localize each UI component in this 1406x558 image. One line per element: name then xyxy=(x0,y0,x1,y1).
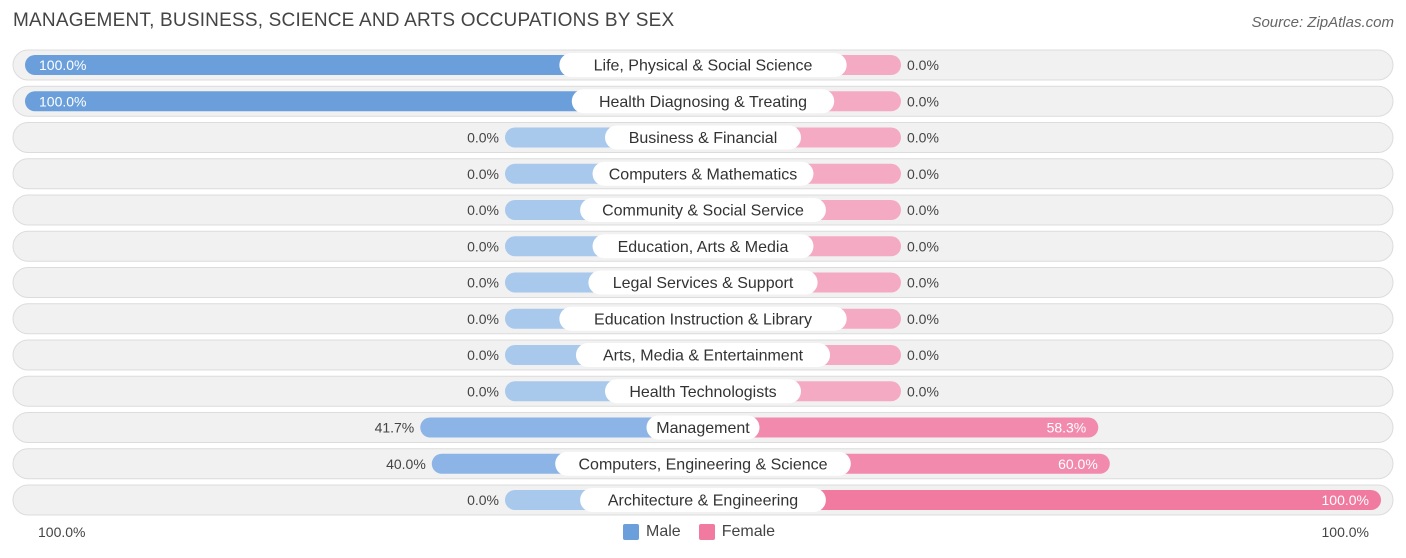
category-label-bg xyxy=(580,488,826,512)
value-label-female: 100.0% xyxy=(1322,492,1369,508)
value-label-female: 0.0% xyxy=(907,202,939,218)
category-label-bg xyxy=(592,161,814,186)
value-label-male: 100.0% xyxy=(39,93,86,109)
value-label-male: 0.0% xyxy=(467,238,499,254)
chart-row: Health Technologists 0.0% 0.0% xyxy=(12,375,1394,407)
axis-left-label: 100.0% xyxy=(38,524,86,540)
category-label-bg xyxy=(605,379,801,404)
bar-female xyxy=(703,417,1099,438)
bar-male xyxy=(25,55,703,75)
value-label-female: 58.3% xyxy=(1047,420,1087,436)
value-label-female: 0.0% xyxy=(907,57,939,73)
chart-row: Legal Services & Support 0.0% 0.0% xyxy=(12,267,1394,298)
chart-row: Business & Financial 0.0% 0.0% xyxy=(12,122,1394,153)
legend-label-female: Female xyxy=(721,523,776,540)
category-label-bg xyxy=(588,270,818,295)
category-label: Business & Financial xyxy=(629,130,778,147)
bar-male xyxy=(25,91,703,112)
value-label-male: 40.0% xyxy=(386,456,426,472)
value-label-female: 0.0% xyxy=(907,93,939,109)
value-label-male: 100.0% xyxy=(39,57,86,73)
bar-male xyxy=(420,417,703,438)
category-label-bg xyxy=(592,234,814,259)
chart-row: Education, Arts & Media 0.0% 0.0% xyxy=(12,230,1394,262)
value-label-male: 0.0% xyxy=(467,202,499,218)
category-label: Computers, Engineering & Science xyxy=(578,456,827,473)
category-label: Education Instruction & Library xyxy=(594,311,812,328)
value-label-male: 0.0% xyxy=(467,383,499,399)
value-label-female: 0.0% xyxy=(907,238,939,254)
category-label-bg xyxy=(575,343,831,367)
chart-row: Management 41.7% 58.3% xyxy=(12,412,1394,443)
chart-row: Computers & Mathematics 0.0% 0.0% xyxy=(12,158,1394,190)
category-label: Health Technologists xyxy=(629,384,776,401)
value-label-male: 0.0% xyxy=(467,130,499,146)
chart-row: Community & Social Service 0.0% 0.0% xyxy=(12,194,1394,226)
chart-title: MANAGEMENT, BUSINESS, SCIENCE AND ARTS O… xyxy=(13,10,675,31)
value-label-male: 0.0% xyxy=(467,492,499,508)
value-label-female: 0.0% xyxy=(907,347,939,363)
chart-row: Health Diagnosing & Treating 100.0% 0.0% xyxy=(12,85,1394,117)
value-label-female: 0.0% xyxy=(907,130,939,146)
category-label-bg xyxy=(580,198,826,222)
category-label: Architecture & Engineering xyxy=(608,493,798,510)
legend-item-female: Female xyxy=(698,523,776,541)
category-label: Community & Social Service xyxy=(602,203,804,220)
chart-row: Life, Physical & Social Science 100.0% 0.0… xyxy=(12,49,1394,81)
value-label-male: 0.0% xyxy=(467,347,499,363)
legend-swatch-male xyxy=(623,524,639,540)
axis-right-label: 100.0% xyxy=(1321,524,1369,540)
value-label-female: 0.0% xyxy=(907,383,939,399)
source-label: Source: ZipAtlas.com xyxy=(1251,14,1394,31)
chart-row: Education Instruction & Library 0.0% 0.0% xyxy=(12,303,1394,335)
value-label-male: 0.0% xyxy=(467,311,499,327)
value-label-female: 0.0% xyxy=(907,311,939,327)
category-label: Arts, Media & Entertainment xyxy=(603,348,804,365)
bar-female xyxy=(703,490,1381,510)
value-label-female: 0.0% xyxy=(907,166,939,182)
value-label-male: 0.0% xyxy=(467,166,499,182)
chart-row: Arts, Media & Entertainment 0.0% 0.0% xyxy=(12,339,1394,371)
category-label: Education, Arts & Media xyxy=(618,239,789,256)
chart-row: Computers, Engineering & Science 40.0% 60.… xyxy=(12,448,1394,480)
legend-swatch-female xyxy=(698,524,715,540)
category-label: Computers & Mathematics xyxy=(609,166,798,183)
category-label: Management xyxy=(656,420,750,437)
legend: Male Female xyxy=(623,523,785,541)
category-label-bg xyxy=(559,53,847,77)
category-label: Health Diagnosing & Treating xyxy=(599,94,807,111)
category-label-bg xyxy=(646,415,760,440)
legend-label-male: Male xyxy=(646,523,681,540)
category-label-bg xyxy=(559,306,847,331)
value-label-male: 41.7% xyxy=(375,420,415,436)
category-label-bg xyxy=(555,451,851,476)
category-label: Life, Physical & Social Science xyxy=(594,58,813,75)
value-label-female: 60.0% xyxy=(1058,456,1098,472)
chart-row: Architecture & Engineering 0.0% 100.0% xyxy=(12,484,1394,516)
value-label-male: 0.0% xyxy=(467,275,499,291)
chart-area: Life, Physical & Social Science 100.0% 0.0… xyxy=(12,49,1394,516)
category-label-bg xyxy=(605,125,801,150)
category-label: Legal Services & Support xyxy=(613,275,794,292)
value-label-female: 0.0% xyxy=(907,275,939,291)
legend-item-male: Male xyxy=(623,523,681,541)
category-label-bg xyxy=(571,89,835,114)
